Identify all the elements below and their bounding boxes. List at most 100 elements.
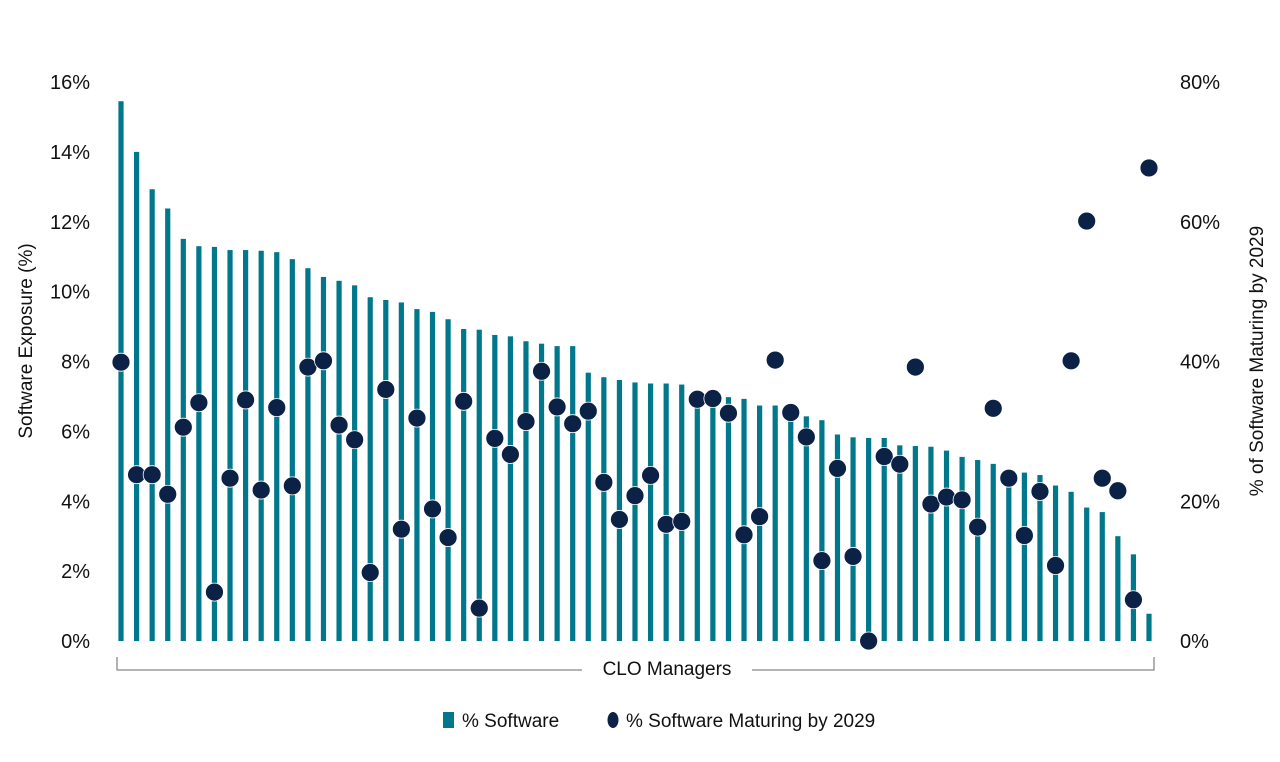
dot — [828, 459, 847, 478]
x-axis-title: CLO Managers — [603, 659, 732, 680]
bar — [647, 383, 654, 641]
dot — [594, 472, 614, 492]
right-tick-label: 40% — [1180, 352, 1220, 374]
dot — [407, 408, 427, 428]
dot — [750, 507, 770, 527]
dot — [859, 631, 879, 651]
left-tick-label: 8% — [61, 352, 90, 374]
bar — [866, 438, 872, 641]
bar — [1006, 471, 1012, 641]
dot — [1124, 590, 1143, 610]
dot — [999, 468, 1019, 488]
dot — [469, 598, 489, 618]
left-tick-label: 6% — [61, 421, 90, 443]
bar — [1146, 613, 1152, 641]
dot — [563, 414, 583, 434]
bar — [165, 208, 171, 641]
legend: % Software % Software Maturing by 2029 — [443, 711, 875, 732]
bar — [975, 460, 981, 641]
dot — [516, 412, 536, 431]
dot — [189, 393, 209, 413]
dot — [952, 490, 972, 510]
dot — [734, 525, 754, 545]
left-axis-ticks: 0% 2% 4% 6% 8% 10% 12% 14% 16% — [50, 72, 90, 653]
bar — [1099, 512, 1105, 641]
bar — [990, 463, 996, 641]
bar — [243, 250, 249, 641]
bar — [943, 450, 950, 641]
dot — [220, 468, 240, 488]
left-tick-label: 14% — [50, 142, 90, 164]
bar — [897, 445, 903, 641]
bar — [180, 238, 186, 641]
dot — [610, 510, 629, 529]
left-tick-label: 2% — [61, 561, 90, 583]
bar — [788, 406, 794, 641]
dot — [765, 350, 785, 370]
bar — [772, 405, 778, 641]
legend-swatch-dots — [607, 712, 619, 728]
dot — [672, 512, 692, 531]
bar — [367, 297, 373, 641]
dot — [345, 430, 365, 450]
legend-label-bars: % Software — [462, 711, 559, 732]
dot — [1014, 526, 1034, 545]
bar — [1084, 507, 1090, 641]
bar — [274, 252, 280, 641]
dot — [937, 487, 956, 507]
dot — [921, 494, 941, 514]
dot — [703, 389, 723, 408]
bar — [819, 420, 825, 641]
dot — [1030, 482, 1050, 501]
dot — [1061, 351, 1081, 371]
bar — [523, 341, 529, 641]
dot — [983, 398, 1003, 418]
left-tick-label: 16% — [50, 72, 90, 94]
dot-series — [111, 158, 1159, 651]
bar — [741, 398, 747, 641]
bar — [133, 151, 140, 641]
dot — [267, 398, 287, 418]
bar — [398, 302, 404, 641]
left-tick-label: 10% — [50, 282, 90, 304]
dot — [236, 390, 256, 410]
dot — [454, 391, 474, 411]
bar — [803, 416, 809, 641]
dot — [376, 380, 396, 399]
bar — [461, 329, 467, 641]
bar — [928, 446, 934, 641]
right-tick-label: 20% — [1180, 491, 1220, 513]
legend-label-dots: % Software Maturing by 2029 — [626, 711, 875, 732]
x-axis-bracket — [116, 657, 1155, 671]
dot — [282, 476, 302, 496]
bar — [663, 383, 669, 641]
dot — [438, 528, 458, 547]
right-tick-label: 80% — [1180, 72, 1220, 94]
dot — [656, 514, 676, 534]
dot — [532, 361, 551, 381]
bar — [601, 377, 607, 641]
dot — [578, 401, 598, 421]
dot — [1108, 481, 1128, 501]
bar — [850, 437, 856, 641]
dot — [158, 484, 178, 504]
bar — [694, 396, 700, 641]
bar — [289, 259, 295, 641]
right-tick-label: 0% — [1180, 631, 1209, 653]
dot — [360, 563, 380, 582]
dot — [812, 551, 832, 571]
dot — [843, 547, 863, 566]
bar — [258, 250, 264, 642]
bar — [149, 189, 155, 641]
dot — [547, 397, 567, 417]
bar — [507, 336, 513, 641]
dot — [625, 486, 645, 506]
bar — [429, 311, 436, 641]
dot — [205, 582, 224, 602]
dot — [314, 351, 333, 371]
dot — [890, 454, 910, 474]
bar — [538, 343, 545, 641]
left-axis-title: Software Exposure (%) — [16, 243, 37, 438]
right-axis-title: % of Software Maturing by 2029 — [1247, 226, 1268, 496]
